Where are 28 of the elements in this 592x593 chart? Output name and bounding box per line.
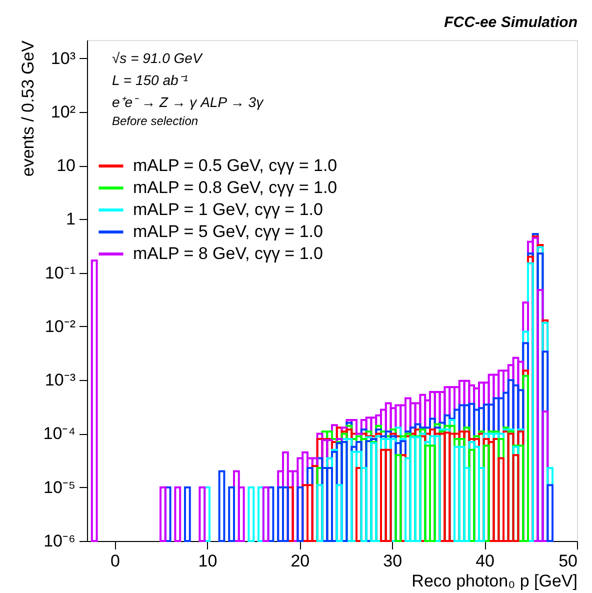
y-tick-label: 10⁻⁶ bbox=[44, 532, 76, 550]
y-tick-label: 10⁻⁵ bbox=[44, 478, 76, 497]
y-axis-title: events / 0.53 GeV bbox=[18, 40, 38, 177]
x-tick-label: 30 bbox=[383, 552, 402, 570]
annotation: e⁺e⁻ → Z → γ ALP → 3γ bbox=[112, 94, 264, 110]
x-axis-title: Reco photon₀ p [GeV] bbox=[412, 572, 578, 590]
y-tick-label: 10⁻² bbox=[44, 316, 76, 336]
x-tick-label: 20 bbox=[290, 552, 310, 570]
x-tick-label: 50 bbox=[558, 552, 578, 570]
annotation: Before selection bbox=[112, 114, 198, 128]
annotation: √s = 91.0 GeV bbox=[112, 50, 204, 66]
x-tick-label: 10 bbox=[198, 552, 218, 570]
y-tick-label: 10⁻⁴ bbox=[43, 424, 76, 444]
legend-label: mALP = 0.5 GeV, cγγ = 1.0 bbox=[133, 156, 338, 175]
legend-label: mALP = 5 GeV, cγγ = 1.0 bbox=[133, 222, 323, 241]
y-tick-label: 10³ bbox=[50, 48, 76, 68]
legend-label: mALP = 1 GeV, cγγ = 1.0 bbox=[133, 200, 323, 219]
x-tick-label: 40 bbox=[476, 552, 495, 570]
legend-label: mALP = 8 GeV, cγγ = 1.0 bbox=[133, 244, 323, 263]
y-tick-label: 10⁻¹ bbox=[44, 263, 76, 282]
chart-title: FCC-ee Simulation bbox=[444, 14, 578, 31]
legend-label: mALP = 0.8 GeV, cγγ = 1.0 bbox=[133, 178, 338, 197]
y-tick-label: 10⁻³ bbox=[44, 370, 76, 390]
y-tick-label: 10² bbox=[50, 102, 76, 122]
annotation: L = 150 ab⁻¹ bbox=[112, 72, 188, 88]
y-tick-label: 10 bbox=[56, 156, 76, 176]
x-tick-label: 0 bbox=[110, 552, 120, 570]
y-tick-label: 1 bbox=[66, 210, 76, 229]
